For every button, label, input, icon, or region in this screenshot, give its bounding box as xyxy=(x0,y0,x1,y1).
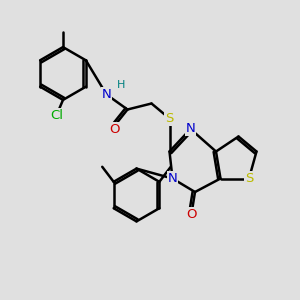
Text: O: O xyxy=(109,123,119,136)
Text: N: N xyxy=(168,172,177,185)
Text: S: S xyxy=(245,172,253,185)
Text: N: N xyxy=(186,122,195,136)
Text: O: O xyxy=(186,208,197,221)
Text: H: H xyxy=(117,80,125,90)
Text: Cl: Cl xyxy=(50,109,63,122)
Text: S: S xyxy=(165,112,174,125)
Text: N: N xyxy=(102,88,111,101)
